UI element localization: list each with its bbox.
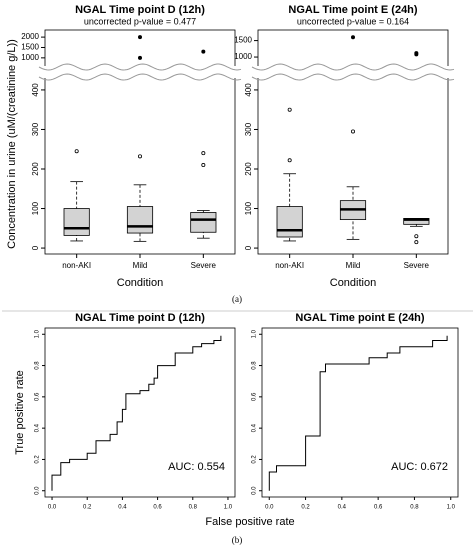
axis-break-line (251, 63, 455, 71)
plot-frame (261, 327, 459, 498)
outlier (414, 51, 419, 56)
axis-break-line (38, 73, 242, 81)
y-tick-label: 200 (244, 162, 253, 176)
y-tick-label: 1500 (234, 36, 252, 45)
y-tick-label: 0 (31, 245, 40, 250)
y-tick-label: 400 (31, 83, 40, 97)
y-tick-label: 300 (244, 122, 253, 136)
chart-subtitle: uncorrected p-value = 0.164 (297, 16, 409, 26)
chart-title: NGAL Time point E (24h) (295, 312, 424, 324)
outlier (414, 234, 419, 239)
x-axis-label: False positive rate (205, 516, 294, 528)
y-tick-label: 200 (31, 162, 40, 176)
y-tick-label: 0.2 (252, 455, 258, 464)
box (276, 206, 303, 238)
outlier (350, 129, 355, 134)
axis-break-line (251, 73, 455, 81)
axis-break-line (38, 63, 242, 71)
y-tick-label: 0.8 (252, 361, 258, 370)
x-tick-label: 0.4 (338, 505, 347, 511)
plot-frame (44, 327, 236, 498)
y-tick-label: 400 (244, 83, 253, 97)
y-tick-label: 0 (244, 245, 253, 250)
chart-title: NGAL Time point D (12h) (75, 4, 205, 16)
auc-annotation: AUC: 0.554 (168, 461, 225, 473)
x-tick-label: 0.6 (153, 505, 162, 511)
box (190, 212, 217, 233)
y-axis-label: Concentration in urine (uM/(creatinine g… (6, 39, 18, 249)
outlier (137, 154, 142, 159)
y-tick-label: 300 (31, 122, 40, 136)
y-tick-label: 0.0 (35, 486, 41, 495)
x-tick-label: 0.8 (410, 505, 419, 511)
y-tick-label: 1500 (21, 43, 39, 52)
outlier (137, 35, 142, 40)
roc-curve (51, 335, 222, 491)
axis-break (252, 66, 454, 78)
x-tick-label: 1.0 (224, 505, 233, 511)
x-tick-label: Mild (133, 261, 148, 270)
x-tick-label: 0.0 (265, 505, 274, 511)
outlier (201, 49, 206, 54)
x-axis-label: Condition (330, 277, 376, 289)
x-tick-label: 0.4 (118, 505, 127, 511)
chart-subtitle: uncorrected p-value = 0.477 (84, 16, 196, 26)
x-tick-label: Severe (191, 261, 217, 270)
x-tick-label: 0.2 (301, 505, 310, 511)
panel-label: (b) (232, 535, 243, 545)
roc-curve (268, 335, 448, 491)
x-tick-label: 0.2 (83, 505, 92, 511)
panel-label: (a) (232, 294, 242, 304)
x-tick-label: Mild (346, 261, 361, 270)
y-tick-label: 1.0 (252, 329, 258, 338)
x-tick-label: 1.0 (447, 505, 456, 511)
y-tick-label: 0.6 (252, 392, 258, 401)
auc-annotation: AUC: 0.672 (391, 461, 448, 473)
chart-title: NGAL Time point E (24h) (288, 4, 417, 16)
outlier (201, 151, 206, 156)
box (63, 208, 90, 236)
y-axis-label: True positive rate (14, 370, 26, 455)
x-tick-label: non-AKI (62, 261, 91, 270)
box (126, 206, 154, 234)
x-axis-label: Condition (117, 277, 163, 289)
outlier (350, 35, 355, 40)
axis-break (39, 66, 241, 78)
y-tick-label: 0.4 (252, 423, 258, 432)
outlier (287, 158, 292, 163)
y-tick-label: 0.6 (35, 392, 41, 401)
y-tick-label: 0.4 (35, 423, 41, 432)
y-tick-label: 1000 (234, 52, 252, 61)
y-tick-label: 2000 (21, 32, 39, 41)
outlier (287, 107, 292, 112)
outlier (74, 149, 79, 154)
x-tick-label: 0.8 (189, 505, 198, 511)
outlier (414, 240, 419, 245)
y-tick-label: 1000 (21, 53, 39, 62)
y-tick-label: 1.0 (35, 329, 41, 338)
chart-title: NGAL Time point D (12h) (75, 312, 205, 324)
y-tick-label: 0.2 (35, 455, 41, 464)
y-tick-label: 0.8 (35, 361, 41, 370)
outlier (137, 55, 142, 60)
x-tick-label: non-AKI (275, 261, 304, 270)
outlier (201, 163, 206, 168)
x-tick-label: 0.6 (374, 505, 383, 511)
y-tick-label: 0.0 (252, 486, 258, 495)
x-tick-label: 0.0 (48, 505, 57, 511)
y-tick-label: 100 (31, 201, 40, 215)
x-tick-label: Severe (404, 261, 430, 270)
y-tick-label: 100 (244, 201, 253, 215)
